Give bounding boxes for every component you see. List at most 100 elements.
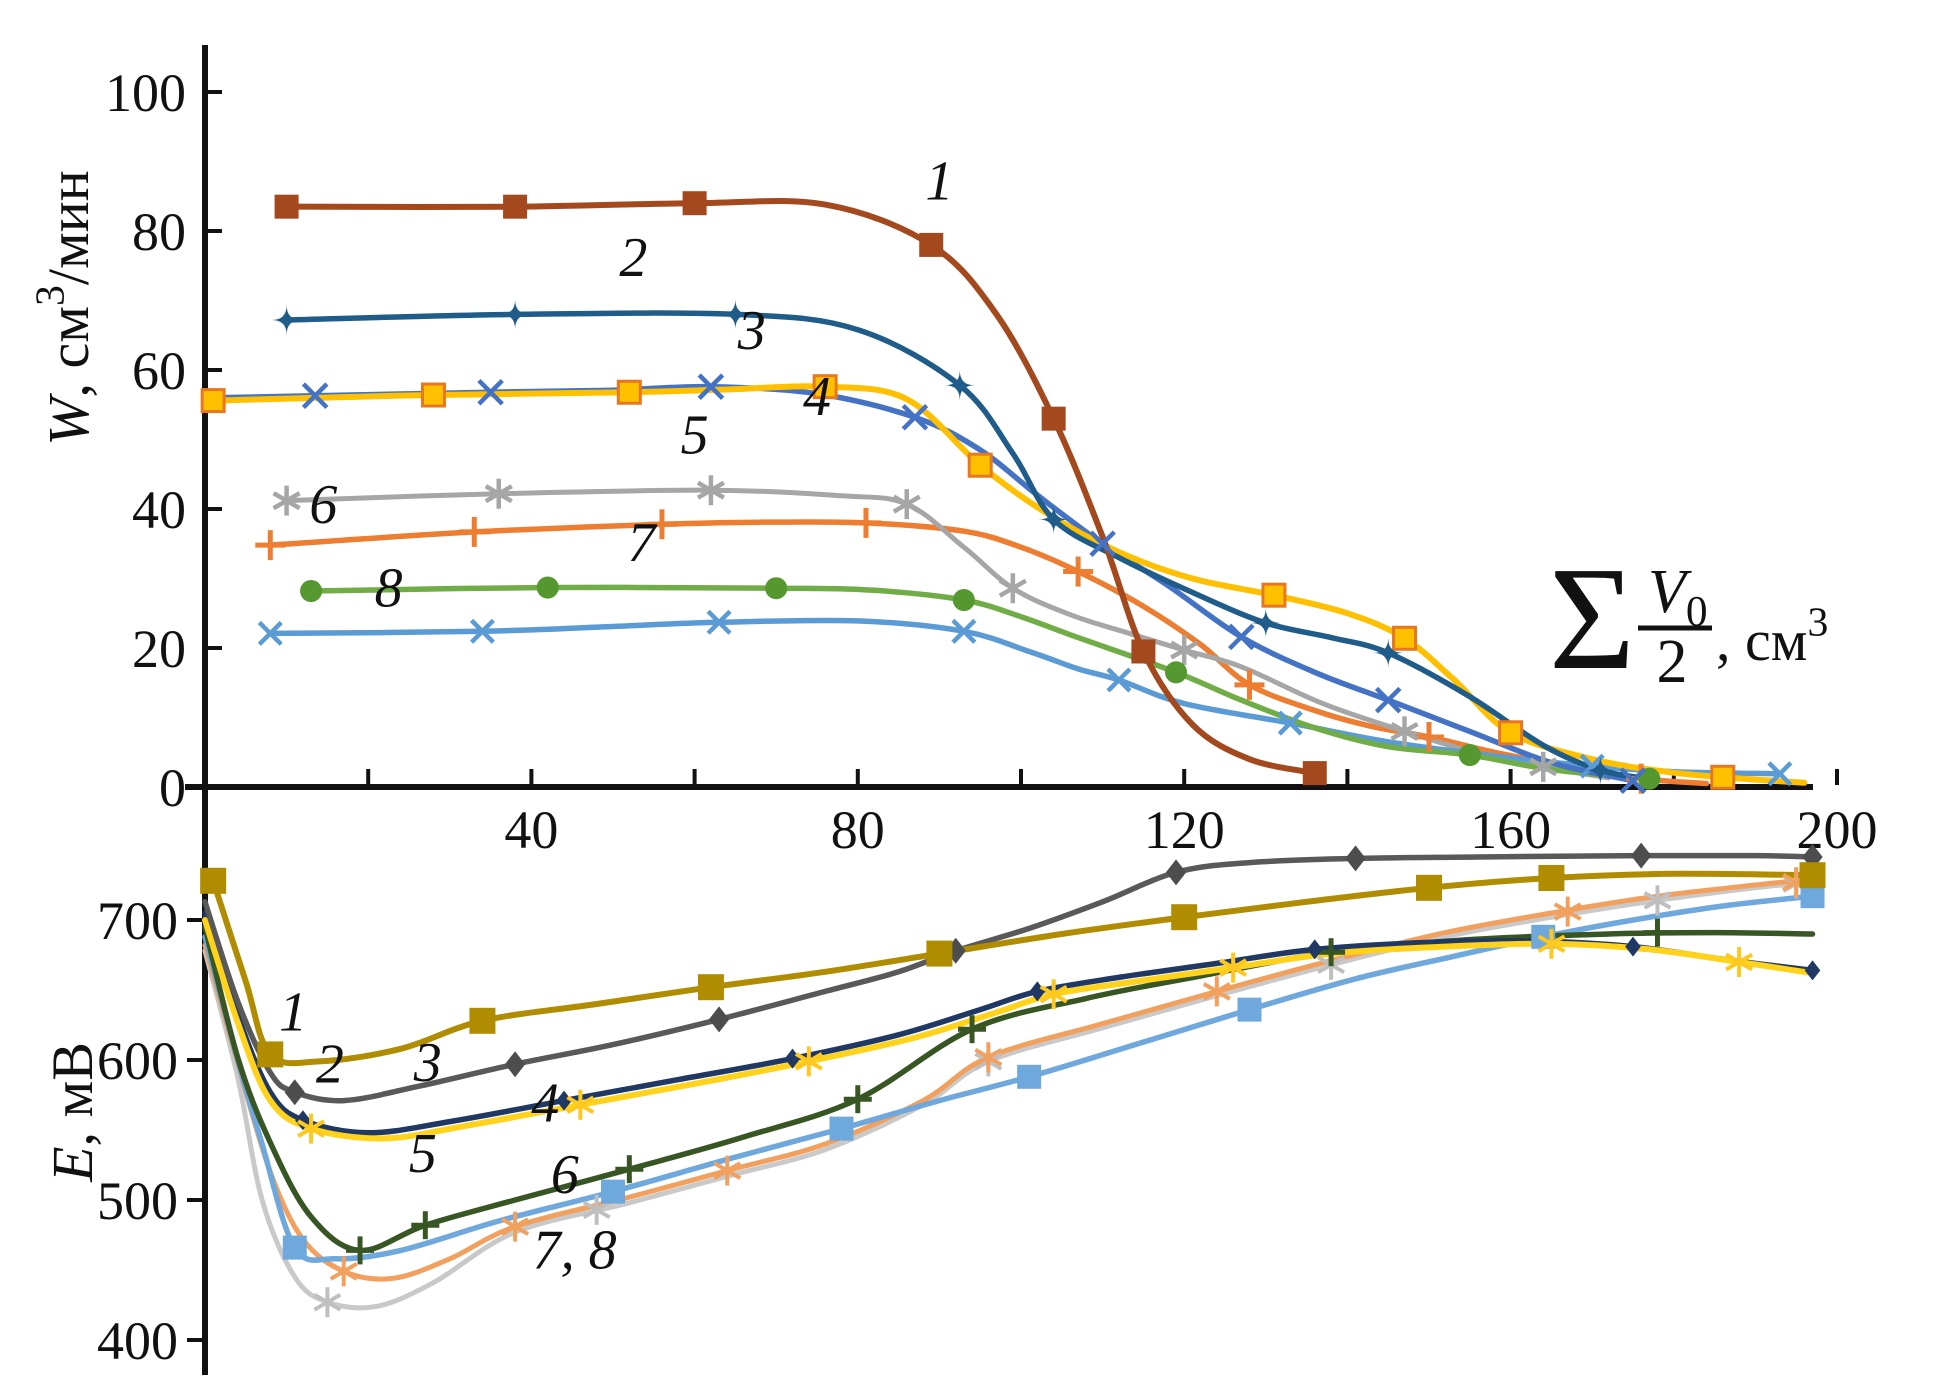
- y-tick-label-bottom-600: 600: [97, 1031, 178, 1091]
- curve-label-top-1: 1: [925, 151, 953, 213]
- series-marker: [1038, 504, 1069, 535]
- series-marker: [794, 1052, 823, 1071]
- series-marker: [301, 382, 329, 410]
- series-marker: [500, 299, 531, 330]
- series-marker: [998, 578, 1027, 598]
- series-marker: [313, 1292, 342, 1312]
- series-marker: [812, 374, 838, 400]
- series-marker: [967, 452, 993, 478]
- series-marker: [284, 1079, 305, 1106]
- series-marker: [503, 194, 528, 219]
- series-marker: [274, 194, 299, 219]
- series-marker: [300, 579, 323, 603]
- series-marker: [616, 379, 642, 405]
- series-line-top-2: [283, 310, 1653, 782]
- y-tick-label-top-0: 0: [159, 758, 186, 818]
- series-marker: [297, 1119, 326, 1138]
- series-marker: [1537, 934, 1566, 954]
- series-markers-top-8: [257, 609, 1793, 787]
- series-marker: [501, 1217, 530, 1236]
- series-line-bottom-2: [202, 852, 1816, 1104]
- x-axis-title-denominator: 2: [1657, 628, 1688, 696]
- series-marker: [1725, 952, 1754, 972]
- series-marker: [469, 618, 495, 644]
- series-line-bottom-8: [202, 879, 1815, 1311]
- series-marker: [484, 484, 513, 504]
- series-markers-bottom-2: [284, 842, 1823, 1106]
- series-marker: [697, 373, 725, 400]
- x-axis-title-numerator: V0: [1648, 558, 1708, 636]
- series-marker: [257, 1041, 284, 1068]
- series-markers-bottom-1: [200, 862, 1826, 1068]
- curve-label-top-4: 4: [803, 366, 831, 428]
- curve-label-top-8: 8: [375, 557, 403, 619]
- series-line-top-7: [308, 584, 1653, 782]
- curve-label-bottom-1: 1: [279, 982, 307, 1044]
- series-marker: [329, 1262, 358, 1281]
- curve-label-bottom-3: 3: [413, 1032, 442, 1094]
- series-marker: [477, 378, 504, 406]
- y-tick-label-top-80: 80: [132, 202, 186, 262]
- series-marker: [272, 491, 301, 511]
- series-marker: [1250, 607, 1281, 638]
- series-marker: [601, 1179, 625, 1204]
- series-marker: [1802, 844, 1823, 870]
- series-marker: [1302, 761, 1327, 786]
- series-marker: [1306, 939, 1323, 960]
- series-marker: [1165, 859, 1187, 886]
- series-marker: [1643, 891, 1672, 910]
- series-markers-top-1: [274, 191, 1327, 786]
- series-marker: [901, 403, 929, 431]
- series-marker: [1529, 757, 1558, 777]
- series-marker: [1638, 767, 1661, 790]
- series-marker: [696, 480, 726, 500]
- series-marker: [1131, 639, 1156, 664]
- series-markers-top-2: [271, 299, 1616, 786]
- series-marker: [708, 1006, 730, 1033]
- y-tick-label-top-100: 100: [105, 63, 186, 123]
- series-marker: [765, 577, 788, 600]
- series-marker: [1165, 661, 1188, 684]
- y-tick-label-top-40: 40: [132, 480, 186, 540]
- series-marker: [1171, 904, 1198, 931]
- series-marker: [1170, 640, 1199, 660]
- series-marker: [1202, 982, 1231, 1001]
- chart-bottom: [200, 842, 1826, 1318]
- y-axis-title-bottom: E, мВ: [40, 1042, 105, 1183]
- series-marker: [257, 620, 283, 646]
- series-marker: [200, 388, 226, 414]
- series-marker: [1553, 902, 1582, 921]
- series-marker: [1345, 845, 1366, 872]
- series-marker: [974, 1047, 1003, 1067]
- x-tick-label-120: 120: [1144, 800, 1225, 860]
- series-marker: [282, 1235, 307, 1260]
- series-line-bottom-1: [210, 870, 1816, 1067]
- y-tick-label-bottom-700: 700: [97, 891, 178, 951]
- series-marker: [566, 1095, 595, 1115]
- series-marker: [892, 494, 921, 514]
- curve-label-top-7: 7: [628, 512, 658, 574]
- y-tick-label-bottom-500: 500: [97, 1171, 178, 1231]
- curve-label-bottom-5: 5: [409, 1123, 437, 1185]
- series-marker: [706, 609, 732, 635]
- series-markers-top-7: [300, 576, 1661, 790]
- series-marker: [1089, 530, 1116, 558]
- series-marker: [469, 1007, 496, 1034]
- y-tick-label-top-60: 60: [132, 341, 186, 401]
- chart-top: [200, 191, 1808, 795]
- series-marker: [1767, 761, 1793, 787]
- series-line-bottom-4: [202, 917, 1816, 1142]
- series-marker: [1538, 865, 1565, 891]
- y-tick-label-bottom-400: 400: [97, 1311, 178, 1371]
- series-marker: [1631, 842, 1652, 869]
- series-marker: [944, 370, 975, 401]
- series-marker: [1579, 753, 1605, 779]
- curve-label-bottom-2: 2: [316, 1033, 344, 1095]
- series-marker: [536, 576, 559, 599]
- series-marker: [1039, 984, 1068, 1004]
- curve-label-top-5: 5: [681, 404, 709, 466]
- series-marker: [926, 940, 953, 967]
- series-marker: [1804, 960, 1821, 981]
- series-marker: [720, 299, 751, 330]
- series-marker: [1228, 623, 1255, 651]
